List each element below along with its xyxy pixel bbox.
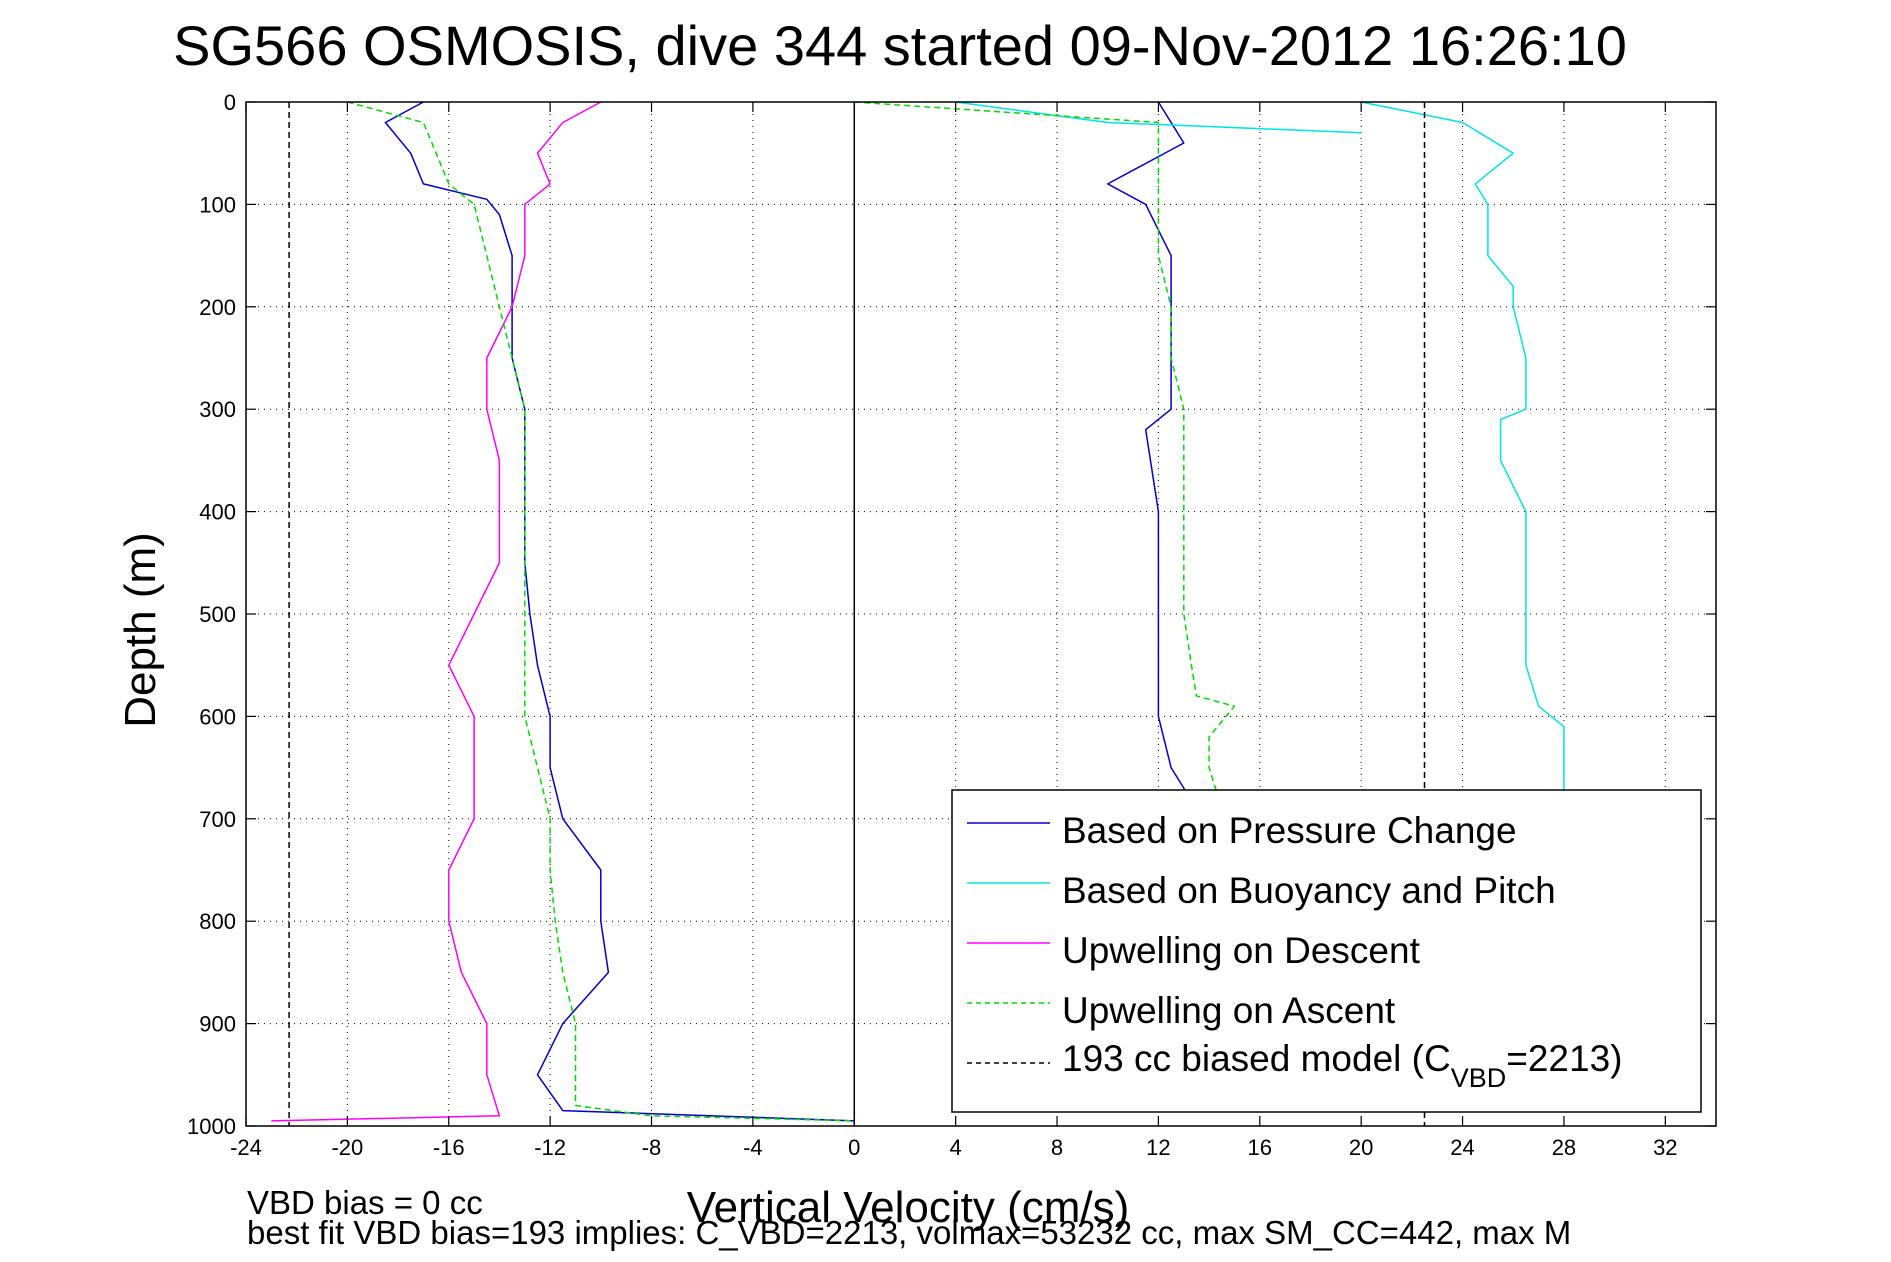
legend-label-buoyancy-pitch: Based on Buoyancy and Pitch: [1062, 870, 1556, 911]
x-tick-label: -24: [230, 1135, 262, 1160]
y-tick-label: 0: [224, 90, 236, 115]
legend-label-biased-model-subscript: VBD: [1451, 1063, 1507, 1093]
y-tick-label: 100: [199, 192, 236, 217]
x-tick-label: 8: [1051, 1135, 1063, 1160]
y-tick-label: 500: [199, 602, 236, 627]
legend-label-upwelling-ascent: Upwelling on Ascent: [1062, 990, 1396, 1031]
annotation-vbd-bias: VBD bias = 0 cc: [247, 1184, 483, 1221]
y-tick-label: 400: [199, 500, 236, 525]
legend-label-biased-model-prefix: 193 cc biased model (C: [1062, 1038, 1451, 1079]
y-tick-label: 300: [199, 397, 236, 422]
y-tick-label: 900: [199, 1012, 236, 1037]
y-axis-label: Depth (m): [116, 532, 165, 728]
x-axis-label: Vertical Velocity (cm/s): [687, 1183, 1130, 1232]
legend-label-pressure-change: Based on Pressure Change: [1062, 810, 1517, 851]
legend-label-biased-model: 193 cc biased model (CVBD=2213): [1062, 1038, 1622, 1093]
x-tick-label: -12: [534, 1135, 566, 1160]
x-tick-label: -8: [642, 1135, 662, 1160]
x-tick-label: 0: [848, 1135, 860, 1160]
series-line-based-on-pressure-change-2: [1106, 101, 1198, 809]
chart-title: SG566 OSMOSIS, dive 344 started 09-Nov-2…: [173, 14, 1627, 77]
x-tick-label: 32: [1653, 1135, 1677, 1160]
x-tick-label: -20: [331, 1135, 363, 1160]
y-tick-label: 700: [199, 807, 236, 832]
series-line-based-on-buoyancy-and-pitch-2: [955, 101, 1362, 134]
x-tick-label: 4: [950, 1135, 962, 1160]
y-tick-label: 600: [199, 704, 236, 729]
x-tick-label: 12: [1146, 1135, 1170, 1160]
series-line-upwelling-on-ascent-2: [854, 101, 1236, 809]
series-line-upwelling-on-ascent-1: [347, 101, 855, 1122]
x-tick-label: 24: [1450, 1135, 1474, 1160]
y-tick-label: 1000: [187, 1114, 236, 1139]
annotation-best-fit: best fit VBD bias=193 implies: C_VBD=221…: [247, 1214, 1571, 1251]
x-tick-label: -4: [743, 1135, 763, 1160]
y-tick-label: 200: [199, 295, 236, 320]
y-tick-label: 800: [199, 909, 236, 934]
y-axis-ticks: 0 100 200 300 400 500 600 700 800 900 1000: [187, 90, 1716, 1139]
x-tick-label: 16: [1248, 1135, 1272, 1160]
legend-label-biased-model-suffix: =2213): [1506, 1038, 1622, 1079]
legend-box: [951, 789, 1702, 1113]
legend-label-upwelling-descent: Upwelling on Descent: [1062, 930, 1421, 971]
x-tick-label: 28: [1552, 1135, 1576, 1160]
x-axis-ticks: -24 -20 -16 -12 -8 -4 0 4 8 12 16 20 24 28 32: [230, 102, 1678, 1160]
series-line-upwelling-on-descent-1: [271, 101, 602, 1122]
legend: Based on Pressure Change Based on Buoyan…: [951, 789, 1702, 1113]
x-tick-label: -16: [433, 1135, 465, 1160]
series-layer: [271, 101, 1565, 1126]
series-line-based-on-buoyancy-and-pitch-1: [1361, 101, 1565, 799]
x-tick-label: 20: [1349, 1135, 1373, 1160]
